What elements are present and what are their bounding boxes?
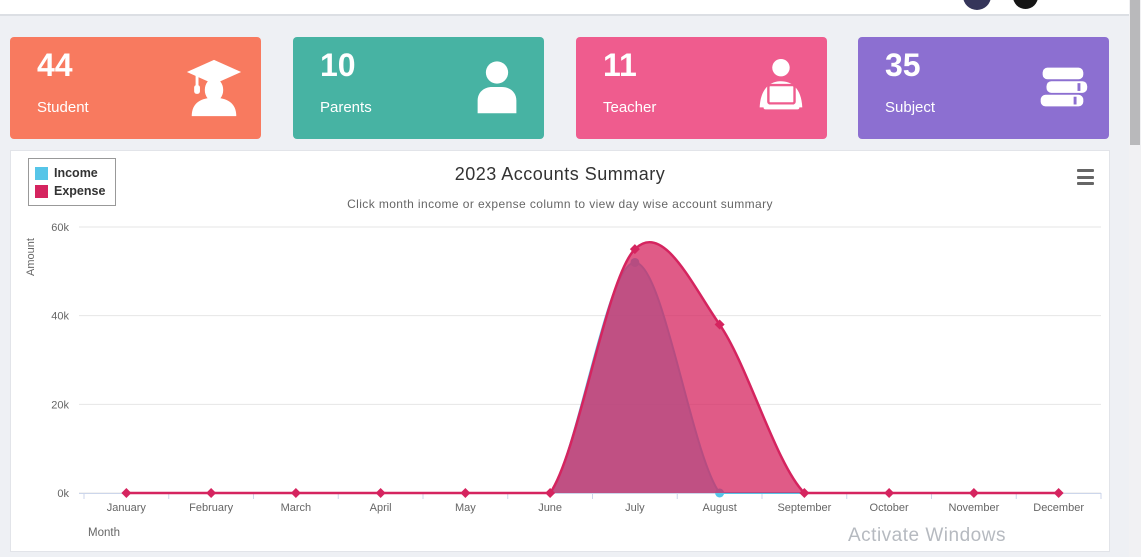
svg-text:February: February (189, 502, 234, 514)
hamburger-menu-icon[interactable] (1077, 169, 1094, 185)
chart-legend: Income Expense (28, 158, 117, 206)
month-labels: January February March April May June July Augu… (107, 502, 1085, 514)
expense-legend-label: Expense (54, 184, 106, 198)
teacher-label: Teacher (603, 99, 657, 116)
svg-text:November: November (949, 502, 1000, 514)
svg-text:April: April (370, 502, 392, 514)
parents-count: 10 (320, 47, 356, 83)
person-icon (466, 55, 528, 121)
stat-card-student[interactable]: 44 Student (10, 37, 261, 139)
svg-text:May: May (455, 502, 476, 514)
stat-card-teacher[interactable]: 11 Teacher (576, 37, 827, 139)
svg-text:60k: 60k (51, 222, 69, 234)
stat-card-subject[interactable]: 35 Subject (858, 37, 1109, 139)
series-expense (121, 241, 1064, 498)
stat-card-parents[interactable]: 10 Parents (293, 37, 544, 139)
dark-avatar-icon[interactable] (1013, 0, 1038, 9)
books-stack-icon (1031, 55, 1093, 121)
chart-subtitle: Click month income or expense column to … (347, 197, 773, 211)
teacher-count: 11 (603, 47, 637, 83)
svg-text:December: December (1033, 502, 1084, 514)
expense-markers (121, 244, 1064, 498)
y-axis-title: Amount (25, 238, 37, 276)
top-navbar (0, 0, 1129, 16)
activate-windows-watermark: Activate Windows (848, 525, 1006, 546)
subject-count: 35 (885, 47, 921, 83)
legend-item-expense[interactable]: Expense (35, 182, 105, 200)
scrollbar-thumb[interactable] (1130, 0, 1140, 145)
accounts-summary-panel: 0k 20k 40k 60k January February March April May J… (10, 150, 1110, 552)
svg-text:March: March (281, 502, 312, 514)
svg-text:20k: 20k (51, 399, 69, 411)
vertical-scrollbar[interactable] (1129, 0, 1141, 557)
svg-text:January: January (107, 502, 147, 514)
svg-text:August: August (703, 502, 737, 514)
svg-text:October: October (870, 502, 909, 514)
x-axis-title: Month (88, 527, 120, 539)
subject-label: Subject (885, 99, 936, 116)
svg-text:July: July (625, 502, 645, 514)
teacher-laptop-icon (749, 55, 811, 121)
svg-text:0k: 0k (57, 488, 69, 500)
parents-label: Parents (320, 99, 372, 116)
svg-text:June: June (538, 502, 562, 514)
legend-item-income[interactable]: Income (35, 164, 105, 182)
chart-title: 2023 Accounts Summary (454, 164, 666, 184)
user-avatar-icon[interactable] (963, 0, 991, 10)
graduate-icon (183, 55, 245, 121)
svg-text:40k: 40k (51, 311, 69, 323)
student-label: Student (37, 99, 89, 116)
expense-swatch-icon (35, 184, 48, 198)
student-count: 44 (37, 47, 73, 83)
income-swatch-icon (35, 166, 48, 180)
income-legend-label: Income (54, 166, 98, 180)
svg-text:September: September (777, 502, 831, 514)
